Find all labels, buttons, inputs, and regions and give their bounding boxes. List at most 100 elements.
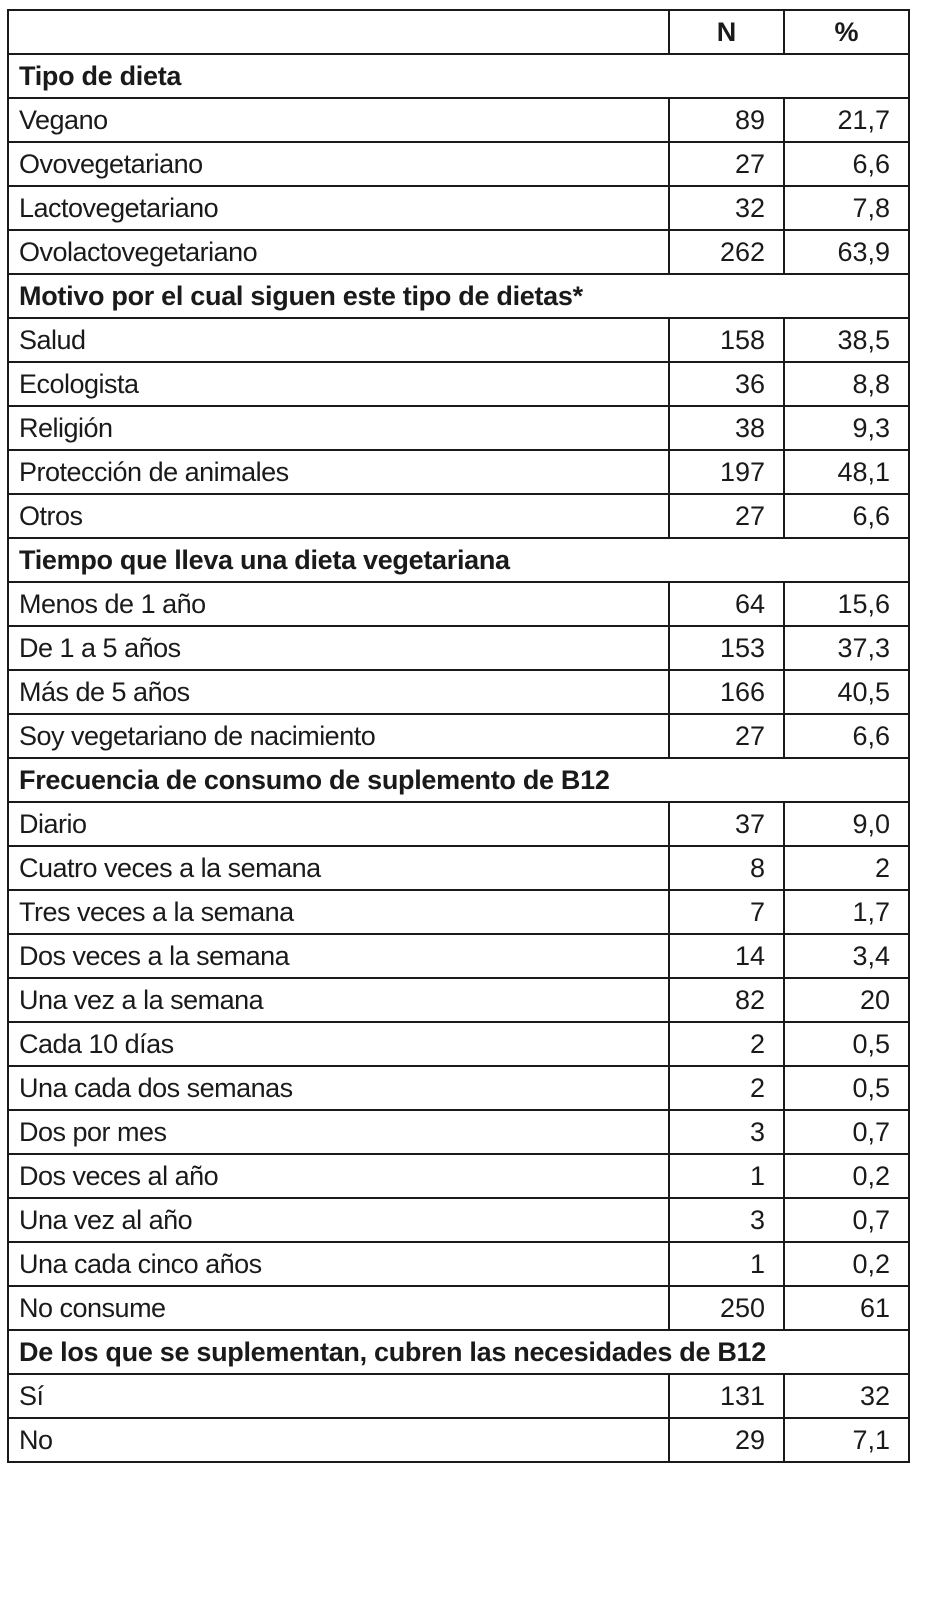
row-pct-cell: 21,7: [783, 97, 910, 143]
section-title: Tipo de dieta: [7, 53, 910, 99]
row-pct-cell: 0,5: [783, 1065, 910, 1111]
row-n-cell: 14: [668, 933, 785, 979]
row-label-cell: Una cada dos semanas: [7, 1065, 670, 1111]
row-label-cell: Menos de 1 año: [7, 581, 670, 627]
row-label-cell: Dos veces a la semana: [7, 933, 670, 979]
row-pct-cell: 63,9: [783, 229, 910, 275]
row-label-cell: Vegano: [7, 97, 670, 143]
row-n-cell: 158: [668, 317, 785, 363]
row-n-cell: 36: [668, 361, 785, 407]
row-label-cell: Protección de animales: [7, 449, 670, 495]
row-n-cell: 27: [668, 493, 785, 539]
row-n-cell: 8: [668, 845, 785, 891]
section-title: Motivo por el cual siguen este tipo de d…: [7, 273, 910, 319]
row-label-cell: Cada 10 días: [7, 1021, 670, 1067]
row-label-cell: No: [7, 1417, 670, 1463]
section-title: De los que se suplementan, cubren las ne…: [7, 1329, 910, 1375]
table-row: Sí 131 32: [7, 1373, 910, 1419]
table-row: Una cada dos semanas 2 0,5: [7, 1065, 910, 1111]
row-pct-cell: 9,0: [783, 801, 910, 847]
section-title: Tiempo que lleva una dieta vegetariana: [7, 537, 910, 583]
table-row: Ecologista 36 8,8: [7, 361, 910, 407]
table-row: Salud 158 38,5: [7, 317, 910, 363]
row-pct-cell: 2: [783, 845, 910, 891]
row-pct-cell: 9,3: [783, 405, 910, 451]
row-pct-cell: 48,1: [783, 449, 910, 495]
row-pct-cell: 6,6: [783, 493, 910, 539]
table-row: Protección de animales 197 48,1: [7, 449, 910, 495]
row-label-cell: Lactovegetariano: [7, 185, 670, 231]
row-label-cell: Ovovegetariano: [7, 141, 670, 187]
row-n-cell: 250: [668, 1285, 785, 1331]
row-pct-cell: 37,3: [783, 625, 910, 671]
table-row: Menos de 1 año 64 15,6: [7, 581, 910, 627]
row-pct-cell: 15,6: [783, 581, 910, 627]
row-label-cell: Diario: [7, 801, 670, 847]
row-label-cell: Dos por mes: [7, 1109, 670, 1155]
table-row: Lactovegetariano 32 7,8: [7, 185, 910, 231]
table-row: Soy vegetariano de nacimiento 27 6,6: [7, 713, 910, 759]
row-pct-cell: 0,7: [783, 1197, 910, 1243]
row-n-cell: 82: [668, 977, 785, 1023]
row-n-cell: 153: [668, 625, 785, 671]
row-label-cell: Sí: [7, 1373, 670, 1419]
row-label-cell: Cuatro veces a la semana: [7, 845, 670, 891]
row-pct-cell: 20: [783, 977, 910, 1023]
table-row: No 29 7,1: [7, 1417, 910, 1463]
row-pct-cell: 7,1: [783, 1417, 910, 1463]
table-row: Otros 27 6,6: [7, 493, 910, 539]
table-row: Una vez al año 3 0,7: [7, 1197, 910, 1243]
row-pct-cell: 0,2: [783, 1153, 910, 1199]
row-label-cell: No consume: [7, 1285, 670, 1331]
header-row: N %: [7, 9, 910, 55]
header-pct-cell: %: [783, 9, 910, 55]
row-label-cell: Salud: [7, 317, 670, 363]
row-n-cell: 3: [668, 1197, 785, 1243]
row-pct-cell: 8,8: [783, 361, 910, 407]
table-row: Ovolactovegetariano 262 63,9: [7, 229, 910, 275]
row-label-cell: Una vez al año: [7, 1197, 670, 1243]
row-n-cell: 1: [668, 1241, 785, 1287]
table-row: Diario 37 9,0: [7, 801, 910, 847]
row-n-cell: 64: [668, 581, 785, 627]
row-label-cell: Una vez a la semana: [7, 977, 670, 1023]
data-table: N % Tipo de dieta Vegano 89 21,7 Ovovegetari…: [7, 9, 910, 1463]
table-row: Cuatro veces a la semana 8 2: [7, 845, 910, 891]
row-n-cell: 37: [668, 801, 785, 847]
row-n-cell: 27: [668, 141, 785, 187]
row-n-cell: 2: [668, 1021, 785, 1067]
section-header-row: Motivo por el cual siguen este tipo de d…: [7, 273, 910, 319]
table-body: Tipo de dieta Vegano 89 21,7 Ovovegetariano 2…: [7, 53, 910, 1463]
row-n-cell: 166: [668, 669, 785, 715]
table-row: Dos por mes 3 0,7: [7, 1109, 910, 1155]
row-label-cell: Tres veces a la semana: [7, 889, 670, 935]
section-header-row: De los que se suplementan, cubren las ne…: [7, 1329, 910, 1375]
section-header-row: Tiempo que lleva una dieta vegetariana: [7, 537, 910, 583]
table-row: Ovovegetariano 27 6,6: [7, 141, 910, 187]
row-pct-cell: 6,6: [783, 141, 910, 187]
row-label-cell: Ovolactovegetariano: [7, 229, 670, 275]
table-row: De 1 a 5 años 153 37,3: [7, 625, 910, 671]
row-label-cell: Dos veces al año: [7, 1153, 670, 1199]
table-row: Vegano 89 21,7: [7, 97, 910, 143]
row-label-cell: Soy vegetariano de nacimiento: [7, 713, 670, 759]
row-n-cell: 3: [668, 1109, 785, 1155]
section-header-row: Frecuencia de consumo de suplemento de B…: [7, 757, 910, 803]
row-pct-cell: 38,5: [783, 317, 910, 363]
row-pct-cell: 32: [783, 1373, 910, 1419]
row-pct-cell: 7,8: [783, 185, 910, 231]
table-row: Más de 5 años 166 40,5: [7, 669, 910, 715]
row-n-cell: 29: [668, 1417, 785, 1463]
row-label-cell: Otros: [7, 493, 670, 539]
row-pct-cell: 0,7: [783, 1109, 910, 1155]
row-label-cell: De 1 a 5 años: [7, 625, 670, 671]
table-row: No consume 250 61: [7, 1285, 910, 1331]
row-n-cell: 7: [668, 889, 785, 935]
table-row: Una cada cinco años 1 0,2: [7, 1241, 910, 1287]
table-row: Religión 38 9,3: [7, 405, 910, 451]
table-row: Dos veces al año 1 0,2: [7, 1153, 910, 1199]
row-pct-cell: 0,2: [783, 1241, 910, 1287]
row-pct-cell: 3,4: [783, 933, 910, 979]
row-n-cell: 2: [668, 1065, 785, 1111]
header-label-cell: [7, 9, 670, 55]
